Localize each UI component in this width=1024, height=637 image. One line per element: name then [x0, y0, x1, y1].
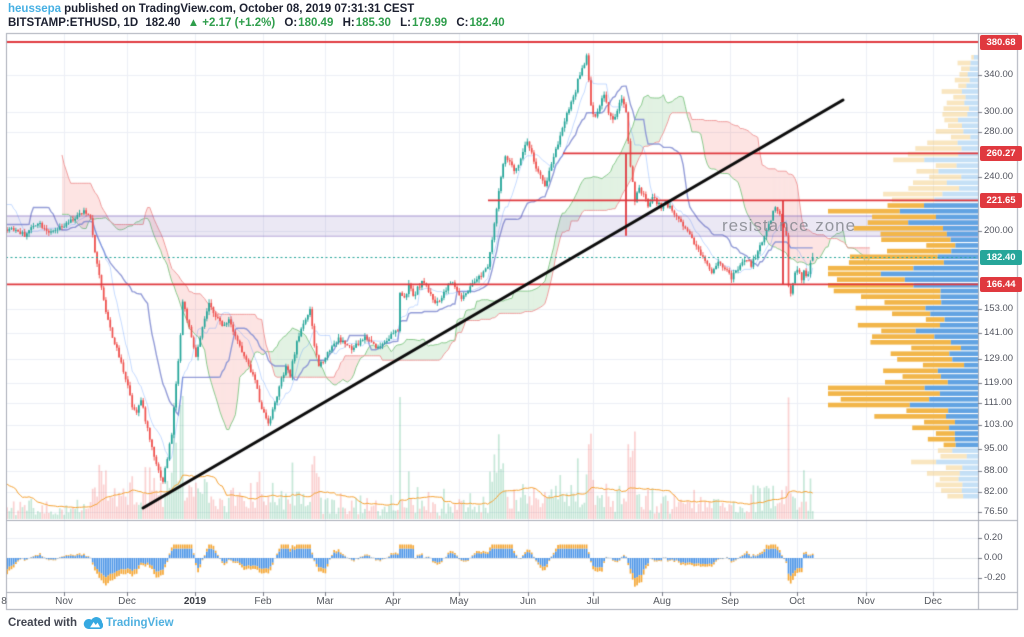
current-price-tag[interactable]: 182.40: [980, 249, 1022, 265]
price-change: ▲ +2.17 (+1.2%): [187, 17, 276, 29]
indicator-axis-label: 0.20: [984, 532, 1003, 543]
indicator-axis-label: -0.20: [984, 572, 1006, 583]
price-axis-label: 280.00: [984, 125, 1014, 137]
price-axis-label: 129.00: [984, 352, 1014, 364]
time-axis-label-nov: Nov: [55, 596, 73, 607]
indicator-axis-label: 0.00: [984, 552, 1003, 563]
low-label: L:: [400, 17, 411, 29]
time-axis-label-jun: Jun: [519, 596, 537, 607]
resistance-zone-label[interactable]: resistance zone: [722, 216, 857, 235]
close-label: C:: [456, 17, 469, 29]
time-axis-label-may: May: [449, 596, 469, 607]
price-axis-label: 153.00: [984, 302, 1014, 314]
attribution-footer: Created with TradingView: [8, 616, 174, 630]
time-axis-label-oct: Oct: [789, 596, 805, 607]
resistance-line-tag-221[interactable]: 221.65: [980, 192, 1022, 208]
price-axis-label: 76.50: [984, 506, 1008, 517]
price-axis-label: 119.00: [984, 376, 1013, 388]
open-label: O:: [284, 17, 298, 29]
symbol-title[interactable]: BITSTAMP:ETHUSD, 1D: [8, 17, 139, 29]
publish-info: heussepa published on TradingView.com, Oc…: [8, 3, 414, 15]
price-axis-label: 88.00: [984, 464, 1008, 476]
price-axis-label: 240.00: [984, 171, 1014, 183]
time-axis-label-sep: Sep: [721, 596, 739, 607]
time-axis-label-8: 8: [1, 596, 7, 607]
created-with-text: Created with: [8, 617, 78, 629]
price-axis-label: 103.00: [984, 418, 1014, 430]
price-axis-label: 300.00: [984, 105, 1014, 117]
time-axis-label-2019: 2019: [183, 596, 207, 607]
time-axis-label-apr: Apr: [385, 596, 401, 607]
published-text: published on TradingView.com, October 08…: [64, 3, 415, 15]
high-label: H:: [342, 17, 355, 29]
time-axis-label-feb: Feb: [254, 596, 272, 607]
price-axis-label: 95.00: [984, 442, 1008, 454]
symbol-info-bar: BITSTAMP:ETHUSD, 1D 182.40 ▲ +2.17 (+1.2…: [8, 17, 511, 29]
price-axis-label: 82.00: [984, 485, 1008, 497]
high-value: 185.30: [355, 17, 391, 29]
price-axis-label: 141.00: [984, 326, 1014, 338]
username-link[interactable]: heussepa: [8, 3, 62, 15]
time-axis-label-mar: Mar: [316, 596, 334, 607]
time-axis-label-dec: Dec: [118, 596, 136, 607]
last-price: 182.40: [145, 17, 181, 29]
open-value: 180.49: [298, 17, 334, 29]
tradingview-brand-link[interactable]: TradingView: [106, 617, 174, 629]
support-line-tag-166[interactable]: 166.44: [980, 276, 1022, 292]
time-axis-label-jul: Jul: [586, 596, 600, 607]
price-axis-label: 340.00: [984, 69, 1014, 81]
time-axis-label-aug: Aug: [653, 596, 671, 607]
price-axis-label: 111.00: [984, 396, 1012, 408]
time-axis-label-dec: Dec: [924, 596, 942, 607]
close-value: 182.40: [469, 17, 505, 29]
low-value: 179.99: [411, 17, 448, 29]
tradingview-cloud-logo-icon: [83, 617, 104, 630]
price-axis-label: 200.00: [984, 224, 1014, 236]
resistance-line-tag-260[interactable]: 260.27: [980, 145, 1022, 161]
resistance-line-tag-380[interactable]: 380.68: [980, 34, 1022, 50]
time-axis-label-nov: Nov: [857, 596, 875, 607]
